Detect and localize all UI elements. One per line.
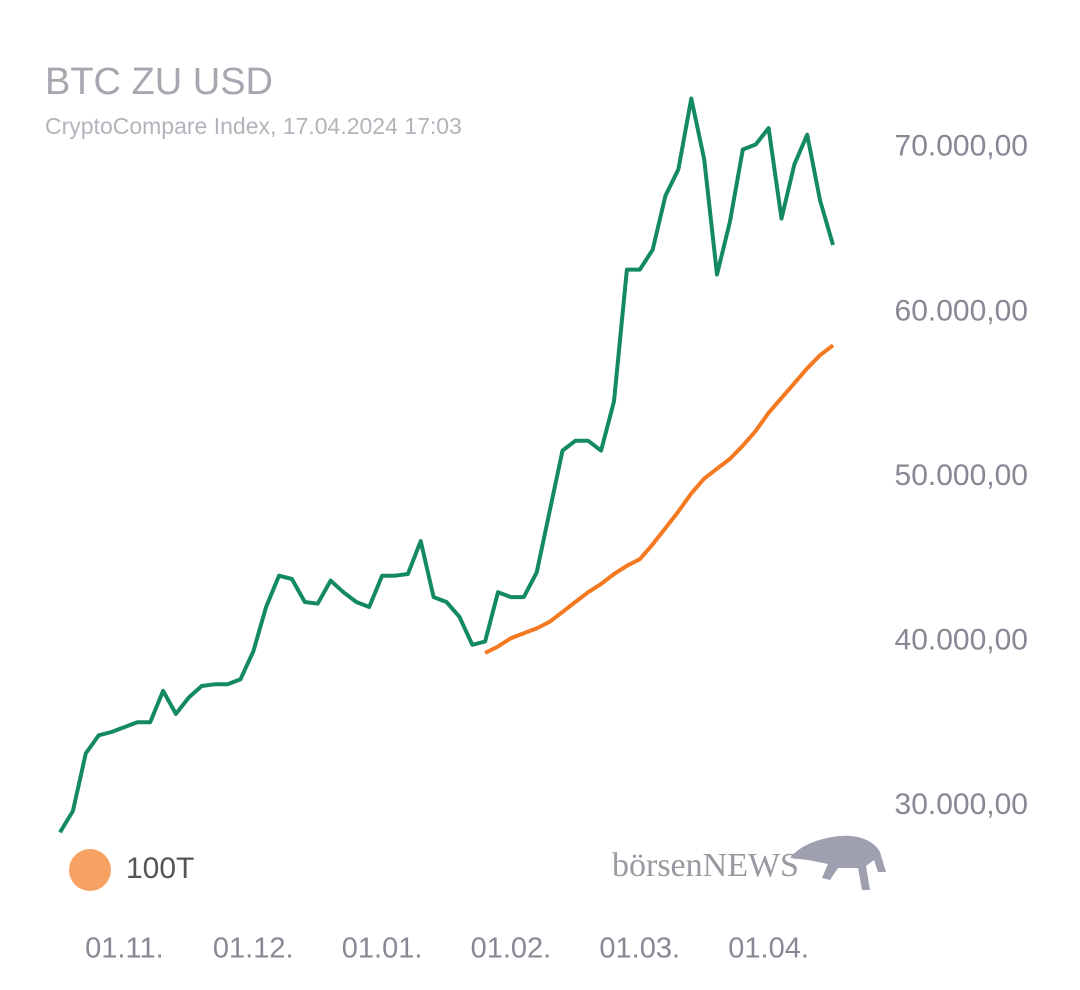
watermark: börsenNEWS	[612, 847, 799, 884]
x-tick-label: 01.12.	[213, 933, 294, 965]
x-tick-label: 01.04.	[728, 933, 809, 965]
y-tick-label: 60.000,00	[895, 294, 1028, 327]
x-tick-label: 01.11.	[85, 933, 163, 965]
watermark-icon	[790, 835, 886, 890]
series-line	[484, 343, 835, 655]
chart-title: BTC ZU USD	[45, 61, 273, 103]
series-line	[58, 96, 835, 834]
y-tick-label: 40.000,00	[895, 623, 1028, 656]
legend-label: 100T	[126, 852, 194, 885]
legend-marker	[69, 849, 111, 891]
chart-subtitle: CryptoCompare Index, 17.04.2024 17:03	[45, 113, 462, 139]
x-tick-label: 01.03.	[599, 933, 680, 965]
x-tick-label: 01.02.	[471, 933, 552, 965]
y-tick-label: 50.000,00	[895, 459, 1028, 492]
x-tick-label: 01.01.	[342, 933, 423, 965]
y-tick-label: 30.000,00	[895, 788, 1028, 821]
y-tick-label: 70.000,00	[895, 130, 1028, 163]
